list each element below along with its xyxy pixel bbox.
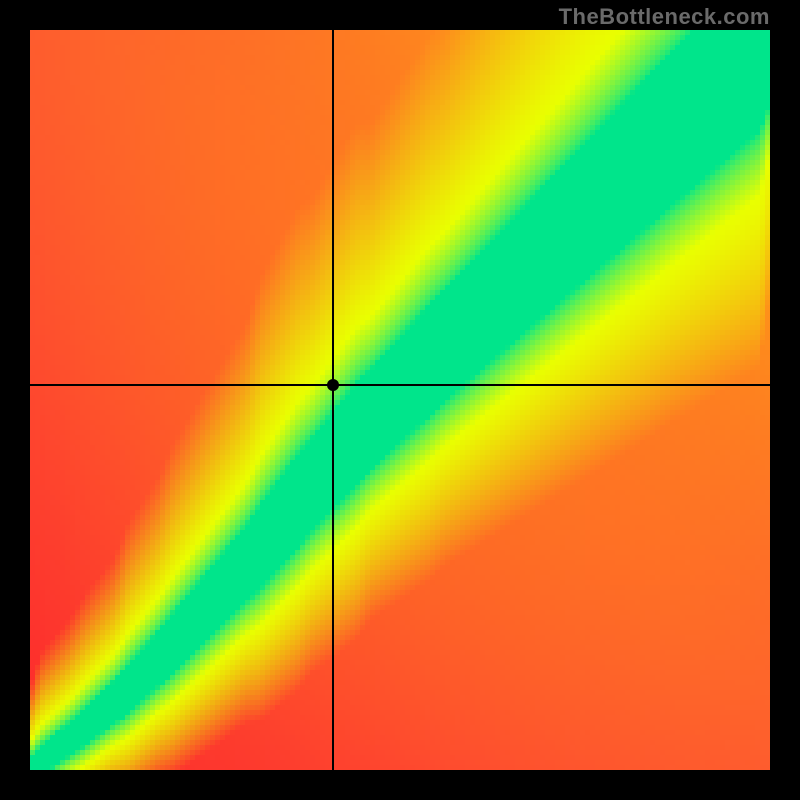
bottleneck-heatmap xyxy=(30,30,770,770)
crosshair-vertical-line xyxy=(332,30,334,770)
crosshair-horizontal-line xyxy=(30,384,770,386)
watermark-text: TheBottleneck.com xyxy=(559,4,770,30)
selection-marker-dot xyxy=(327,379,339,391)
